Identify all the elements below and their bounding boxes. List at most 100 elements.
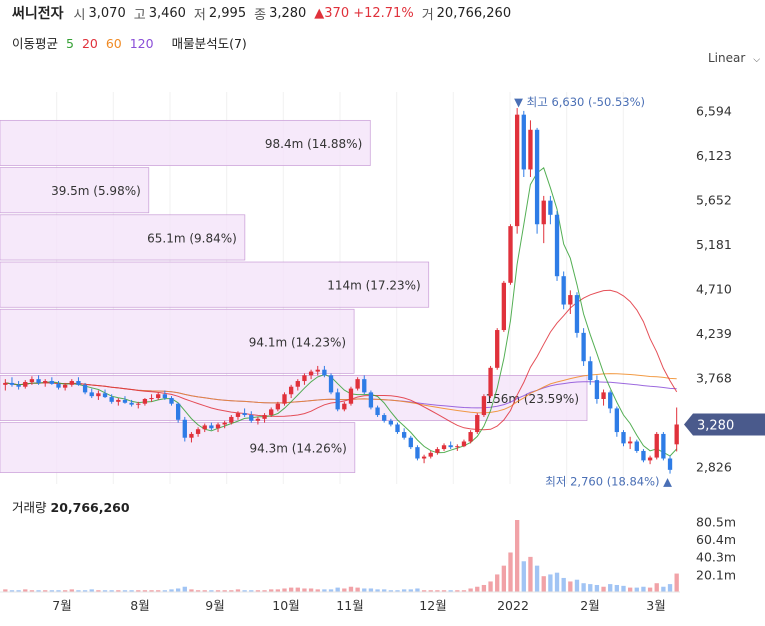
candle xyxy=(342,403,347,410)
volume-bar xyxy=(667,584,673,592)
volume-bar xyxy=(435,590,440,592)
volume-bar xyxy=(142,590,148,592)
volume-tick-label: 20.1m xyxy=(696,567,736,582)
ma-5: 5 xyxy=(66,36,74,51)
candle xyxy=(495,330,500,368)
candle xyxy=(554,214,560,277)
candle xyxy=(481,396,487,416)
volume-title-label: 거래량 xyxy=(12,500,47,515)
volume-bar xyxy=(581,583,586,592)
volume-bar xyxy=(368,588,374,592)
close-label: 종 xyxy=(254,7,267,23)
volume-profile-bar xyxy=(0,119,371,166)
volume-bar xyxy=(96,590,101,592)
volume-bar xyxy=(554,572,560,592)
candle xyxy=(3,382,8,385)
candle xyxy=(275,403,281,410)
candle xyxy=(514,114,520,227)
volume-bar xyxy=(262,590,267,592)
volume-bar xyxy=(136,590,141,592)
volume-bar xyxy=(348,586,354,592)
volume-tick-label: 60.4m xyxy=(696,532,736,547)
candle xyxy=(9,382,15,385)
candle xyxy=(408,437,413,448)
volume-bar xyxy=(647,587,653,592)
candle xyxy=(49,381,55,384)
volume-bar xyxy=(388,590,394,592)
candle xyxy=(335,392,340,410)
candle xyxy=(441,445,447,450)
candle xyxy=(56,383,61,388)
candle xyxy=(608,392,613,409)
candle xyxy=(581,332,586,362)
candle xyxy=(89,392,94,397)
volume-bar xyxy=(49,590,55,592)
volume-bar xyxy=(209,590,214,592)
min-price-label: 최저 2,760 (18.84%) ▲ xyxy=(545,475,672,489)
x-tick-label: 7월 xyxy=(52,598,71,613)
volume-bar xyxy=(202,590,207,592)
candle xyxy=(222,422,227,425)
candle xyxy=(368,392,374,408)
volume-profile-bar xyxy=(0,261,430,308)
volume-bar xyxy=(415,588,420,592)
volume-bar xyxy=(481,584,487,592)
volume-bar xyxy=(36,590,41,592)
volume-bar xyxy=(395,590,400,592)
x-tick-label: 2월 xyxy=(580,598,599,613)
candle xyxy=(175,403,181,420)
candle xyxy=(574,295,580,333)
volume-bar xyxy=(342,588,347,592)
y-tick-label: 4,239 xyxy=(696,326,732,341)
volume-bar xyxy=(16,590,21,592)
candle xyxy=(142,398,148,404)
volume-profile-bar xyxy=(0,214,246,261)
scale-dropdown[interactable]: Linear ⌵ xyxy=(708,51,760,65)
volume-bar xyxy=(362,588,367,592)
open-value: 3,070 xyxy=(88,5,126,21)
candle xyxy=(255,418,261,421)
volume-bar xyxy=(175,588,181,592)
candle xyxy=(435,449,440,453)
volume-bar xyxy=(328,589,334,592)
volume-bar xyxy=(162,590,168,592)
x-tick-label: 9월 xyxy=(205,598,224,613)
volume-profile-label: 114m (17.23%) xyxy=(327,279,421,293)
volume-profile-bar xyxy=(0,422,356,473)
x-tick-label: 10월 xyxy=(272,598,299,613)
candle xyxy=(282,394,287,404)
volume-bar xyxy=(355,587,360,592)
volume-bar xyxy=(621,585,626,592)
volume-bar xyxy=(401,589,407,592)
volume-bar xyxy=(288,587,294,592)
volume-bar xyxy=(488,581,493,592)
candle xyxy=(362,379,367,393)
volume-bar xyxy=(448,590,453,592)
candle xyxy=(109,397,114,402)
volume-profile-label: 98.4m (14.88%) xyxy=(265,137,362,151)
y-tick-label: 2,826 xyxy=(696,459,732,474)
volume-bar xyxy=(588,584,593,592)
volume-bar xyxy=(242,590,247,592)
candle xyxy=(322,369,327,376)
volume-bar xyxy=(302,588,307,592)
volume-bar xyxy=(156,590,161,592)
candle xyxy=(76,381,81,385)
current-price-tag xyxy=(684,413,765,436)
candle xyxy=(82,384,88,393)
volume-bar xyxy=(408,589,413,592)
moving-average-legend[interactable]: 이동평균 5 20 60 120 매물분석도(7) xyxy=(12,33,251,52)
volume-bar xyxy=(634,587,639,592)
volume-profile-label[interactable]: 매물분석도(7) xyxy=(171,36,247,51)
volume-bar xyxy=(109,590,114,592)
volume-bar xyxy=(421,590,427,592)
close-value: 3,280 xyxy=(269,5,307,21)
volume-bar xyxy=(315,589,320,592)
candle xyxy=(315,369,320,372)
candle xyxy=(421,456,427,459)
volume-bar xyxy=(129,590,134,592)
volume-bar xyxy=(614,584,620,592)
volume-value: 20,766,260 xyxy=(436,5,512,21)
candle xyxy=(561,276,566,305)
